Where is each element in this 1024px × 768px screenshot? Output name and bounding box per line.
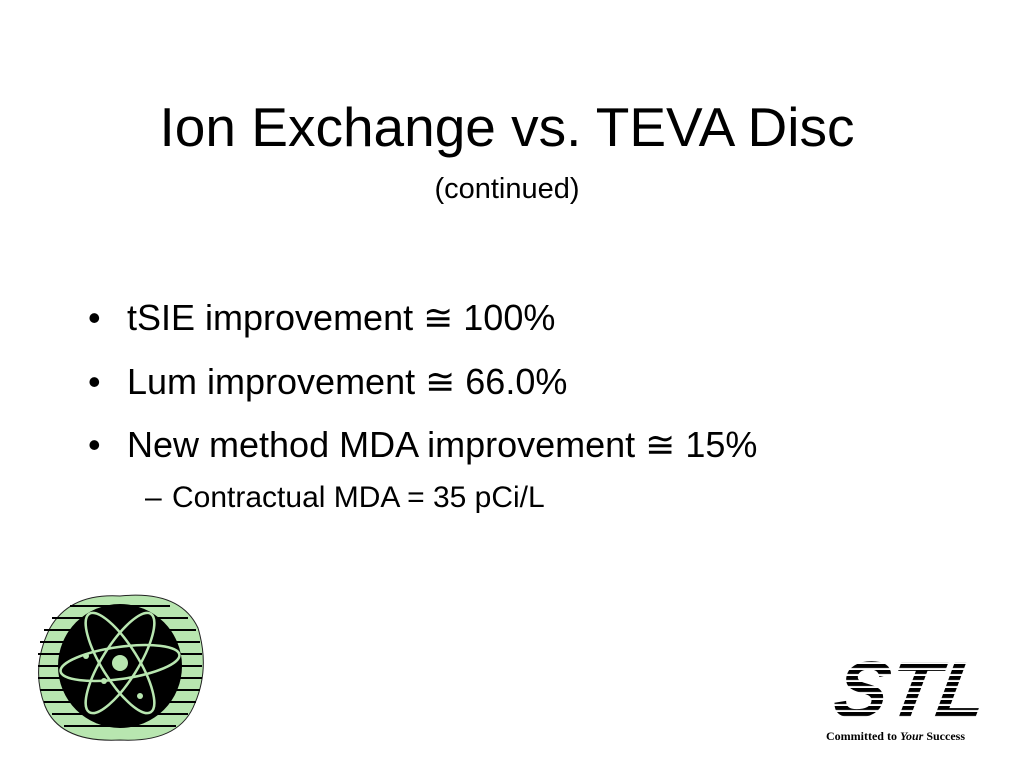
bullet-list: tSIE improvement ≅ 100% Lum improvement … xyxy=(88,286,757,477)
sub-bullet: Contractual MDA = 35 pCi/L xyxy=(145,478,545,518)
slide-title: Ion Exchange vs. TEVA Disc xyxy=(159,96,855,158)
stl-logo: STL xyxy=(828,652,995,732)
atom-logo xyxy=(38,594,204,741)
bullet: New method MDA improvement ≅ 15% xyxy=(88,413,757,477)
logo-tagline: Committed to Your Success xyxy=(826,729,965,744)
tagline-text: Success xyxy=(923,729,965,743)
bullet: Lum improvement ≅ 66.0% xyxy=(88,350,757,414)
slide-subtitle: (continued) xyxy=(434,173,580,205)
logo-name: STL xyxy=(828,652,995,732)
sub-bullet-list: Contractual MDA = 35 pCi/L xyxy=(145,478,545,518)
tagline-text: Committed to xyxy=(826,729,900,743)
tagline-emphasis: Your xyxy=(899,729,924,743)
bullet: tSIE improvement ≅ 100% xyxy=(88,286,757,350)
